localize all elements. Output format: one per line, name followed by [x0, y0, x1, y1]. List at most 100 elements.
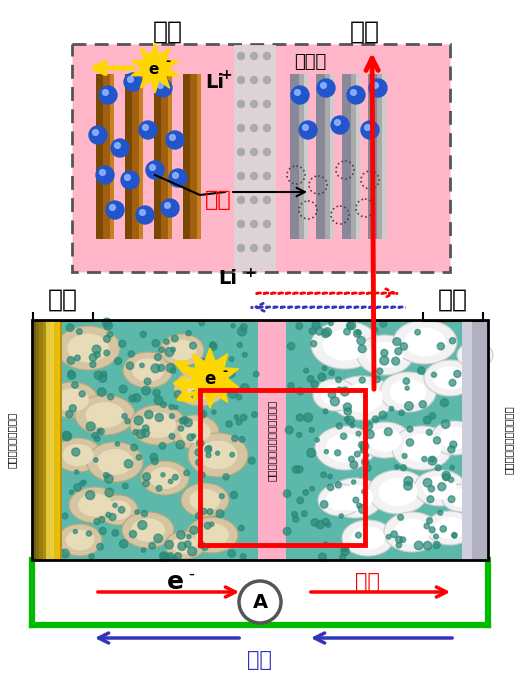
- Circle shape: [321, 472, 327, 477]
- Circle shape: [307, 375, 314, 382]
- Ellipse shape: [67, 334, 109, 362]
- Circle shape: [424, 524, 430, 529]
- Circle shape: [331, 116, 349, 134]
- Circle shape: [86, 422, 95, 431]
- Circle shape: [292, 511, 297, 517]
- Ellipse shape: [424, 360, 476, 396]
- Bar: [462, 320, 488, 560]
- Ellipse shape: [337, 485, 373, 511]
- Circle shape: [201, 508, 207, 514]
- Circle shape: [108, 394, 113, 400]
- Ellipse shape: [181, 483, 229, 517]
- Circle shape: [70, 490, 73, 494]
- Circle shape: [404, 481, 412, 490]
- Circle shape: [312, 321, 320, 329]
- Circle shape: [136, 430, 145, 439]
- Circle shape: [361, 490, 366, 494]
- Circle shape: [329, 370, 334, 375]
- Circle shape: [200, 472, 205, 477]
- Circle shape: [90, 362, 96, 367]
- Circle shape: [86, 490, 95, 500]
- Circle shape: [155, 413, 163, 422]
- Bar: [294, 74, 299, 239]
- Circle shape: [323, 328, 332, 337]
- Circle shape: [302, 511, 307, 516]
- Circle shape: [310, 486, 314, 491]
- Circle shape: [106, 513, 111, 517]
- Ellipse shape: [55, 388, 89, 411]
- Ellipse shape: [341, 384, 383, 412]
- Circle shape: [141, 511, 148, 517]
- Circle shape: [238, 52, 244, 60]
- Circle shape: [207, 509, 213, 515]
- Circle shape: [251, 52, 257, 60]
- Circle shape: [310, 341, 317, 347]
- Circle shape: [73, 530, 77, 534]
- Circle shape: [63, 432, 72, 441]
- Circle shape: [372, 416, 379, 422]
- Circle shape: [206, 375, 215, 384]
- Circle shape: [69, 405, 76, 412]
- Circle shape: [435, 465, 441, 471]
- Ellipse shape: [326, 434, 365, 462]
- Ellipse shape: [457, 342, 493, 368]
- Bar: [136, 74, 139, 239]
- Circle shape: [178, 426, 184, 431]
- Circle shape: [146, 161, 164, 179]
- Circle shape: [434, 534, 438, 539]
- Ellipse shape: [105, 500, 131, 520]
- Circle shape: [210, 343, 217, 350]
- Circle shape: [341, 433, 347, 439]
- Circle shape: [136, 454, 141, 460]
- Circle shape: [253, 371, 259, 377]
- Circle shape: [98, 428, 104, 435]
- Circle shape: [238, 173, 244, 180]
- Bar: [39, 320, 43, 560]
- Circle shape: [264, 77, 270, 84]
- Circle shape: [448, 446, 455, 453]
- Circle shape: [423, 416, 431, 424]
- Circle shape: [185, 541, 191, 547]
- Circle shape: [384, 428, 392, 436]
- Text: 正極: 正極: [438, 288, 468, 312]
- Circle shape: [423, 479, 432, 487]
- Ellipse shape: [442, 484, 482, 512]
- Circle shape: [335, 481, 342, 488]
- Ellipse shape: [351, 526, 385, 549]
- Circle shape: [161, 199, 179, 217]
- Circle shape: [99, 517, 105, 523]
- Circle shape: [328, 474, 332, 479]
- Circle shape: [142, 473, 150, 481]
- Circle shape: [360, 442, 369, 451]
- Circle shape: [324, 449, 329, 454]
- Circle shape: [126, 362, 134, 369]
- Circle shape: [61, 549, 69, 558]
- Circle shape: [291, 86, 309, 104]
- Circle shape: [340, 554, 346, 560]
- Circle shape: [179, 418, 186, 424]
- Circle shape: [288, 343, 295, 350]
- Circle shape: [251, 148, 257, 156]
- Circle shape: [93, 130, 98, 135]
- Circle shape: [365, 124, 370, 131]
- Circle shape: [336, 377, 342, 383]
- Circle shape: [391, 531, 397, 538]
- Circle shape: [369, 79, 387, 97]
- Circle shape: [202, 544, 208, 550]
- Text: A: A: [252, 592, 268, 611]
- Circle shape: [166, 364, 175, 373]
- Circle shape: [129, 395, 136, 402]
- Circle shape: [296, 432, 302, 437]
- Circle shape: [227, 369, 235, 377]
- Circle shape: [335, 450, 341, 456]
- Circle shape: [381, 350, 388, 356]
- Ellipse shape: [62, 444, 94, 466]
- Circle shape: [89, 354, 97, 361]
- Bar: [198, 74, 201, 239]
- Bar: [53, 320, 57, 560]
- Bar: [346, 74, 351, 239]
- Bar: [377, 74, 382, 239]
- Circle shape: [170, 368, 176, 373]
- Circle shape: [358, 505, 367, 513]
- Circle shape: [328, 391, 335, 398]
